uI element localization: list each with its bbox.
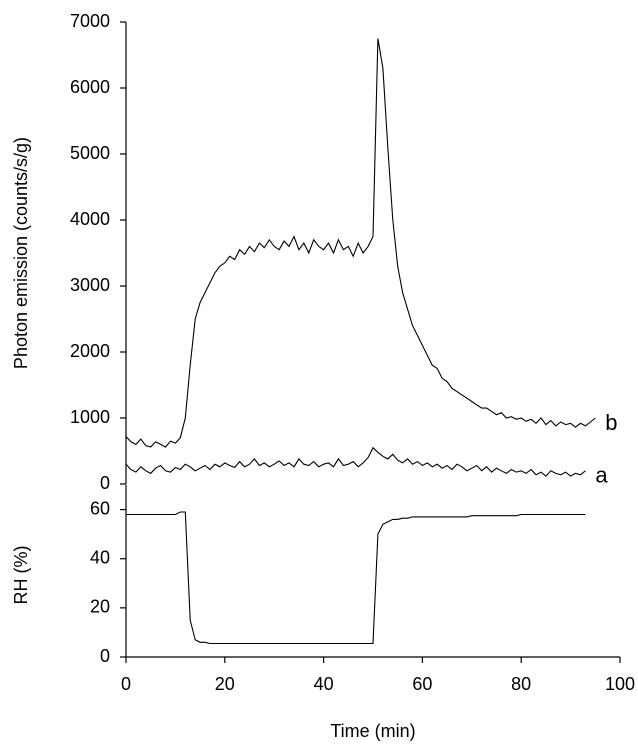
y-tick-label: 20 (90, 597, 110, 617)
y-tick-label: 2000 (70, 341, 110, 361)
x-tick-label: 60 (412, 674, 432, 694)
y-tick-label: 60 (90, 498, 110, 518)
x-tick-label: 0 (121, 674, 131, 694)
y-tick-label: 40 (90, 547, 110, 567)
data-line (125, 38, 596, 448)
series-label: b (605, 410, 617, 435)
data-line (126, 511, 586, 645)
x-axis-label: Time (min) (330, 721, 415, 741)
y-tick-label: 6000 (70, 77, 110, 97)
y-tick-label: 3000 (70, 275, 110, 295)
y-tick-label: 5000 (70, 143, 110, 163)
series-label: a (595, 463, 608, 488)
x-tick-label: 100 (605, 674, 635, 694)
y-axis-label: Photon emission (counts/s/g) (11, 137, 31, 369)
y-tick-label: 0 (100, 646, 110, 666)
x-tick-label: 80 (511, 674, 531, 694)
x-tick-label: 40 (314, 674, 334, 694)
y-tick-label: 7000 (70, 11, 110, 31)
y-tick-label: 0 (100, 473, 110, 493)
y-axis-label: RH (%) (11, 546, 31, 605)
data-line (125, 446, 586, 477)
y-tick-label: 4000 (70, 209, 110, 229)
y-tick-label: 1000 (70, 407, 110, 427)
x-tick-label: 20 (215, 674, 235, 694)
